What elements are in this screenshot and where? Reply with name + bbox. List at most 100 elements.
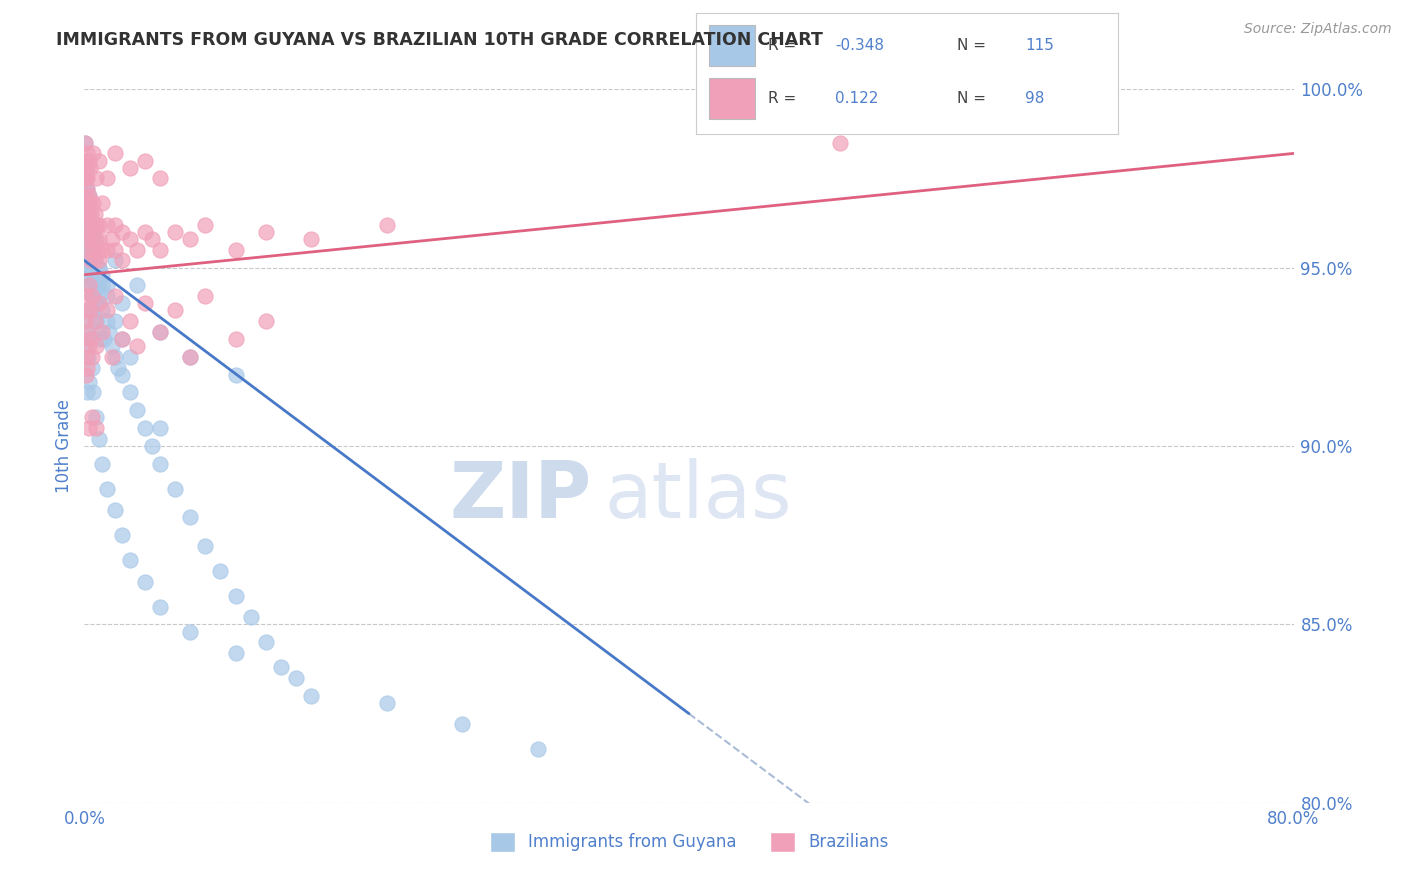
Point [451,717,474,731]
Point [79,268,101,282]
Point [75,196,97,211]
Text: IMMIGRANTS FROM GUYANA VS BRAZILIAN 10TH GRADE CORRELATION CHART: IMMIGRANTS FROM GUYANA VS BRAZILIAN 10TH… [56,31,823,49]
Bar [709,26,755,66]
Point [80,225,103,239]
Point [77,278,100,293]
Point [75,339,97,353]
Point [527,742,550,756]
Point [79,303,101,318]
Point [86,218,108,232]
Point [91,303,114,318]
Point [80,360,103,375]
Point [100,339,122,353]
Point [75,171,97,186]
Point [111,332,134,346]
Point [96,243,118,257]
Text: 98: 98 [1025,91,1045,106]
Point [77,339,100,353]
Point [76,171,98,186]
Point [149,325,172,339]
Point [86,339,108,353]
Point [77,350,100,364]
Point [75,225,97,239]
Point [127,339,149,353]
Point [79,218,101,232]
Point [104,503,127,517]
Point [76,243,98,257]
Point [82,289,104,303]
Point [149,171,172,186]
Point [134,153,156,168]
Point [100,350,122,364]
Point [134,421,156,435]
Point [100,232,122,246]
Point [375,218,398,232]
Point [79,232,101,246]
Point [76,207,98,221]
Point [86,421,108,435]
Point [107,360,129,375]
Point [79,253,101,268]
Point [75,189,97,203]
Point [76,385,98,400]
Point [179,510,201,524]
Point [76,196,98,211]
Point [75,207,97,221]
Point [76,325,98,339]
Point [80,218,103,232]
Point [89,289,111,303]
Point [76,253,98,268]
Point [97,325,120,339]
Point [75,153,97,168]
Point [87,278,110,293]
Point [104,218,127,232]
Y-axis label: 10th Grade: 10th Grade [55,399,73,493]
Point [75,153,97,168]
Point [91,268,114,282]
Point [225,243,247,257]
Point [96,314,118,328]
Point [179,232,201,246]
Point [77,207,100,221]
Point [82,303,104,318]
Point [89,153,111,168]
Point [104,289,127,303]
Point [299,232,322,246]
Point [86,410,108,425]
Point [77,243,100,257]
Point [254,635,277,649]
Point [80,289,103,303]
Point [209,564,232,578]
Point [75,136,97,150]
Point [375,696,398,710]
Point [89,232,111,246]
Point [77,253,100,268]
Point [285,671,308,685]
Point [118,232,141,246]
Point [77,153,100,168]
Point [75,350,97,364]
Point [79,278,101,293]
Point [96,303,118,318]
Point [127,278,149,293]
Point [91,457,114,471]
Text: 0.122: 0.122 [835,91,879,106]
Point [225,589,247,603]
Point [118,385,141,400]
Point [127,403,149,417]
Point [80,243,103,257]
Point [111,296,134,310]
Text: Source: ZipAtlas.com: Source: ZipAtlas.com [1244,22,1392,37]
Point [76,303,98,318]
Point [89,260,111,275]
Point [80,350,103,364]
Point [86,314,108,328]
Point [89,260,111,275]
Point [79,332,101,346]
Point [194,289,217,303]
Point [149,599,172,614]
Point [75,171,97,186]
Point [96,278,118,293]
Point [118,350,141,364]
Point [149,457,172,471]
